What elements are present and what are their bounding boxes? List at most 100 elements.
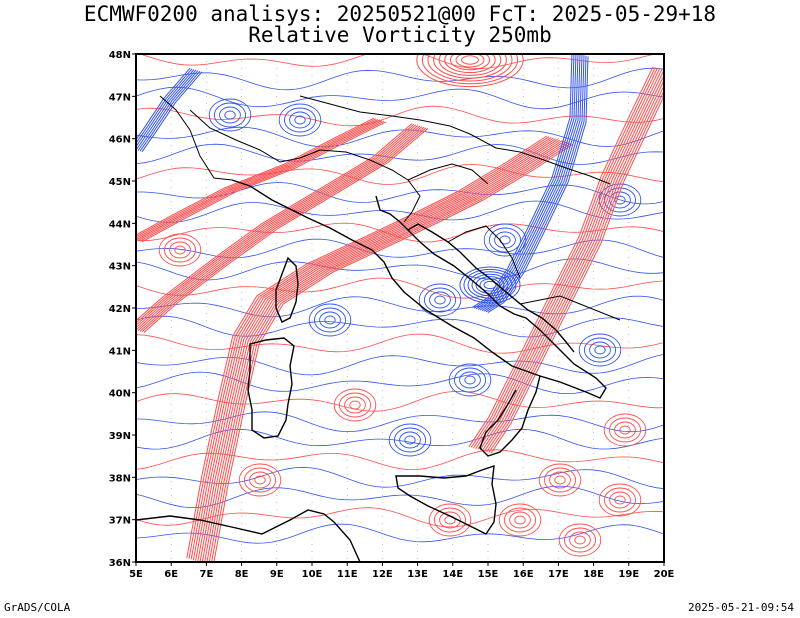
lon-tick-label: 5E bbox=[129, 569, 143, 580]
vorticity-cell bbox=[324, 315, 336, 325]
vorticity-cell bbox=[158, 233, 202, 267]
vorticity-cell bbox=[254, 475, 266, 485]
footer-credit: GrADS/COLA bbox=[4, 601, 71, 614]
vorticity-cell bbox=[399, 431, 421, 449]
vorticity-cell bbox=[449, 54, 491, 71]
positive-vorticity-band bbox=[136, 123, 415, 324]
positive-vorticity-band bbox=[136, 124, 417, 326]
vorticity-cell bbox=[427, 54, 513, 82]
lon-tick-label: 6E bbox=[164, 569, 178, 580]
lat-tick-label: 43N bbox=[109, 262, 131, 273]
footer-timestamp: 2025-05-21-09:54 bbox=[688, 601, 794, 614]
balkan-border-2 bbox=[505, 291, 621, 321]
positive-vorticity-band bbox=[195, 138, 556, 561]
vorticity-cell bbox=[444, 54, 496, 74]
vorticity-cell bbox=[224, 110, 236, 120]
background-contour bbox=[136, 315, 664, 338]
vorticity-cell bbox=[294, 115, 306, 125]
background-contour bbox=[136, 390, 664, 412]
positive-vorticity-band bbox=[137, 120, 383, 242]
vorticity-cell bbox=[344, 396, 366, 414]
positive-vorticity-band bbox=[192, 137, 554, 561]
vorticity-cell bbox=[249, 471, 271, 489]
lat-tick-label: 42N bbox=[109, 304, 131, 315]
positive-vorticity-band bbox=[477, 69, 663, 450]
vorticity-cell bbox=[448, 363, 492, 397]
background-contour bbox=[136, 507, 664, 528]
negative-vorticity-band bbox=[137, 70, 199, 151]
positive-vorticity-band bbox=[136, 125, 421, 331]
lat-tick-label: 47N bbox=[109, 92, 131, 103]
positive-vorticity-band bbox=[483, 79, 664, 452]
lat-tick-label: 37N bbox=[109, 516, 131, 527]
negative-vorticity-band bbox=[136, 69, 195, 148]
vorticity-cell bbox=[219, 106, 241, 124]
vorticity-cell bbox=[464, 375, 476, 385]
vorticity-cell bbox=[543, 467, 577, 493]
vorticity-cell bbox=[467, 271, 513, 299]
vorticity-cell bbox=[453, 367, 487, 393]
vorticity-cell bbox=[433, 54, 507, 79]
coastlines bbox=[136, 95, 621, 562]
vorticity-cell bbox=[238, 463, 282, 497]
vorticity-cell bbox=[554, 475, 566, 485]
positive-vorticity-band bbox=[136, 125, 419, 329]
vorticity-cell bbox=[603, 413, 647, 447]
positive-vorticity-band bbox=[186, 135, 548, 559]
vorticity-cell bbox=[574, 535, 586, 545]
background-contour bbox=[136, 67, 664, 91]
positive-vorticity-band bbox=[208, 142, 570, 562]
vorticity-cell bbox=[558, 523, 602, 557]
vorticity-cell bbox=[583, 337, 617, 363]
lon-tick-label: 9E bbox=[270, 569, 284, 580]
lat-tick-label: 39N bbox=[109, 431, 131, 442]
positive-vorticity-band bbox=[136, 118, 379, 239]
positive-vorticity-band bbox=[490, 95, 664, 454]
positive-vorticity-band bbox=[204, 140, 565, 562]
vorticity-cell bbox=[243, 467, 277, 493]
alps-border bbox=[189, 109, 421, 223]
vorticity-cell bbox=[455, 54, 485, 68]
lon-tick-label: 18E bbox=[583, 569, 604, 580]
positive-vorticity-band bbox=[472, 67, 658, 449]
positive-vorticity-band bbox=[139, 120, 385, 242]
vorticity-cell bbox=[578, 333, 622, 367]
lat-tick-label: 40N bbox=[109, 389, 131, 400]
background-contour bbox=[136, 411, 664, 433]
vorticity-cell bbox=[459, 266, 521, 304]
vorticity-cell bbox=[609, 491, 631, 509]
positive-vorticity-band bbox=[488, 89, 664, 453]
vorticity-cell bbox=[563, 527, 597, 553]
lon-tick-label: 8E bbox=[235, 569, 249, 580]
lon-tick-label: 20E bbox=[654, 569, 675, 580]
negative-vorticity-band bbox=[483, 55, 585, 312]
lon-tick-label: 16E bbox=[513, 569, 534, 580]
vorticity-cell bbox=[475, 276, 505, 294]
vorticity-cell bbox=[213, 102, 247, 128]
vorticity-cell bbox=[208, 98, 252, 132]
lat-tick-label: 45N bbox=[109, 177, 131, 188]
lon-tick-label: 17E bbox=[548, 569, 569, 580]
vorticity-cell bbox=[589, 341, 611, 359]
africa-coastline bbox=[136, 509, 361, 562]
negative-vorticity-band bbox=[139, 70, 201, 152]
positive-vorticity-band bbox=[475, 68, 661, 449]
positive-vorticity-band bbox=[468, 66, 654, 447]
vorticity-cell bbox=[429, 291, 451, 309]
vorticity-cell bbox=[333, 388, 377, 422]
positive-vorticity-band bbox=[486, 84, 664, 453]
negative-vorticity-band bbox=[136, 68, 193, 144]
positive-vorticity-band bbox=[188, 136, 550, 559]
positive-vorticity-band bbox=[141, 121, 387, 243]
slovenia-border bbox=[407, 163, 489, 185]
vorticity-cell bbox=[509, 511, 531, 529]
lon-tick-label: 13E bbox=[407, 569, 428, 580]
vorticity-cell bbox=[463, 268, 517, 302]
austria-border bbox=[299, 95, 471, 135]
map-axes: 5E 6E 7E 8E 9E 10E 11E 12E 13E 14E 15E 16E 17E 18E 19E… bbox=[109, 50, 675, 580]
vorticity-cell bbox=[459, 371, 481, 389]
negative-vorticity-band bbox=[481, 54, 583, 312]
vorticity-cell bbox=[439, 511, 461, 529]
vorticity-cell bbox=[388, 423, 432, 457]
